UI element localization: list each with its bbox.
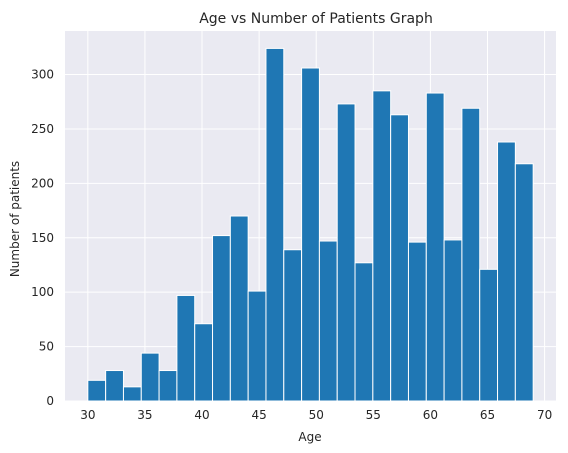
y-tick-label: 250 bbox=[31, 122, 54, 136]
histogram-bar bbox=[390, 114, 409, 402]
histogram-bar bbox=[265, 47, 285, 402]
histogram-bar bbox=[372, 90, 392, 402]
histogram-bar bbox=[443, 239, 463, 402]
histogram-bar bbox=[87, 379, 107, 402]
histogram-bar bbox=[479, 268, 499, 402]
x-tick-label: 65 bbox=[480, 408, 495, 422]
x-tick-label: 30 bbox=[80, 408, 95, 422]
y-tick-label: 0 bbox=[46, 394, 54, 408]
bars bbox=[87, 47, 534, 402]
y-tick-label: 50 bbox=[39, 340, 54, 354]
y-tick-label: 100 bbox=[31, 285, 54, 299]
histogram-bar bbox=[425, 92, 445, 402]
x-tick-label: 50 bbox=[309, 408, 324, 422]
histogram-bar bbox=[247, 290, 267, 402]
histogram-bar bbox=[140, 352, 160, 402]
histogram-bar bbox=[229, 215, 249, 402]
histogram-bar bbox=[514, 163, 534, 402]
histogram-bar bbox=[122, 386, 142, 402]
x-tick-label: 35 bbox=[137, 408, 152, 422]
y-axis-label: Number of patients bbox=[8, 161, 22, 277]
y-tick-labels: 0 50 100 150 200 250 300 bbox=[31, 68, 54, 408]
x-tick-label: 55 bbox=[366, 408, 381, 422]
x-tick-label: 45 bbox=[251, 408, 266, 422]
histogram-bar bbox=[461, 107, 481, 402]
y-tick-label: 300 bbox=[31, 68, 54, 82]
histogram-bar bbox=[318, 240, 338, 402]
chart-title: Age vs Number of Patients Graph bbox=[199, 11, 433, 27]
x-axis-label: Age bbox=[298, 430, 321, 444]
x-tick-label: 70 bbox=[537, 408, 552, 422]
y-tick-label: 200 bbox=[31, 176, 54, 190]
histogram-bar bbox=[176, 294, 196, 402]
histogram-bar bbox=[105, 370, 124, 402]
y-tick-label: 150 bbox=[31, 231, 54, 245]
histogram-bar bbox=[158, 370, 178, 402]
x-tick-labels: 30 35 40 45 50 55 60 65 70 bbox=[80, 408, 552, 422]
x-tick-label: 40 bbox=[194, 408, 209, 422]
x-tick-label: 60 bbox=[423, 408, 438, 422]
histogram-bar bbox=[354, 262, 374, 402]
histogram-bar bbox=[212, 235, 231, 402]
histogram-bar bbox=[407, 241, 427, 402]
histogram-bar bbox=[194, 323, 214, 402]
histogram-bar bbox=[301, 67, 320, 402]
histogram-bar bbox=[336, 103, 356, 402]
histogram-bar bbox=[283, 249, 303, 402]
histogram-bar bbox=[497, 141, 516, 402]
